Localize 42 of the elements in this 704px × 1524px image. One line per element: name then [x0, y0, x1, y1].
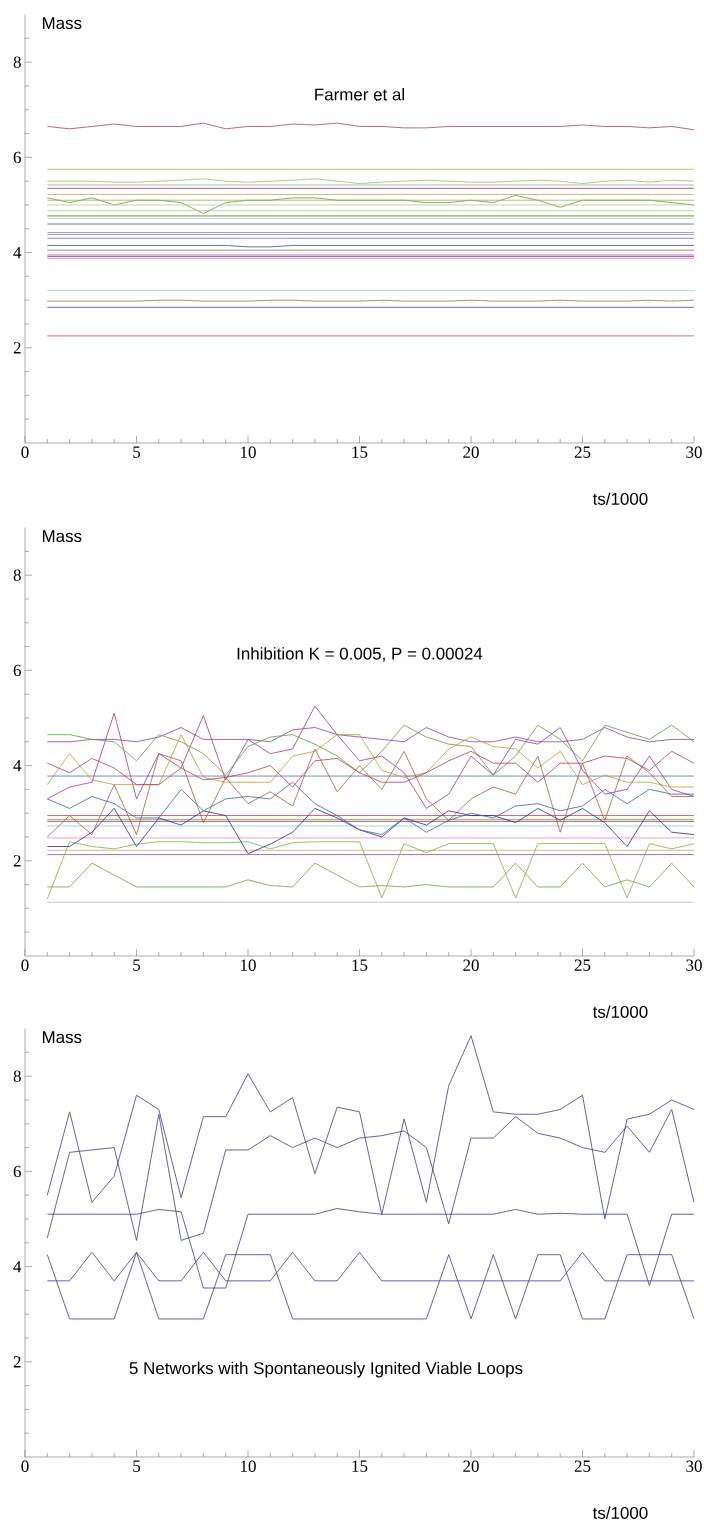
text: Inhibition K = 0.005, P = 0.00024	[237, 647, 483, 662]
y-tick-label: 4	[13, 247, 22, 259]
y-tick-label: 6	[13, 1165, 21, 1178]
x-tick-label: 10	[241, 959, 256, 971]
y-tick-label: 6	[13, 664, 21, 677]
y-axis-title: Mass	[42, 530, 82, 543]
x-tick-label: 15	[352, 959, 368, 971]
x-tick-label: 25	[574, 1460, 591, 1472]
y-tick-label: 4	[13, 1261, 22, 1273]
x-tick-label: 5	[133, 1460, 141, 1472]
y-tick-label: 2	[13, 342, 21, 354]
x-axis-title: ts/1000	[592, 1506, 648, 1519]
x-tick-label: 20	[463, 1460, 479, 1472]
x-tick-label: 30	[686, 959, 702, 971]
x-tick-label: 20	[463, 446, 479, 458]
x-tick-label: 0	[21, 1460, 29, 1472]
y-axis-title: Mass	[42, 17, 82, 30]
x-tick-label: 0	[21, 959, 29, 971]
x-tick-label: 25	[574, 959, 591, 971]
x-axis-title: ts/1000	[592, 492, 648, 505]
y-tick-label: 8	[13, 1070, 21, 1082]
y-tick-label: 4	[13, 760, 22, 772]
x-axis-title: ts/1000	[592, 1005, 648, 1018]
x-tick-label: 15	[352, 1460, 368, 1472]
y-tick-label: 8	[13, 56, 21, 68]
x-tick-label: 5	[133, 959, 141, 971]
text: 5 Networks with Spontaneously Ignited Viable Loops	[129, 1361, 523, 1378]
x-tick-label: 25	[574, 446, 591, 458]
x-tick-label: 20	[463, 959, 479, 971]
y-tick-label: 2	[13, 855, 21, 867]
x-tick-label: 30	[686, 446, 702, 458]
x-tick-label: 10	[241, 446, 256, 458]
y-axis-title: Mass	[42, 1031, 82, 1044]
x-tick-label: 15	[352, 446, 368, 458]
y-tick-label: 2	[13, 1356, 21, 1368]
x-tick-label: 5	[133, 446, 141, 458]
text: Farmer et al	[315, 88, 404, 101]
x-tick-label: 0	[21, 446, 29, 458]
y-tick-label: 8	[13, 569, 21, 581]
x-tick-label: 10	[241, 1460, 256, 1472]
x-tick-label: 30	[686, 1460, 702, 1472]
y-tick-label: 6	[13, 151, 21, 164]
